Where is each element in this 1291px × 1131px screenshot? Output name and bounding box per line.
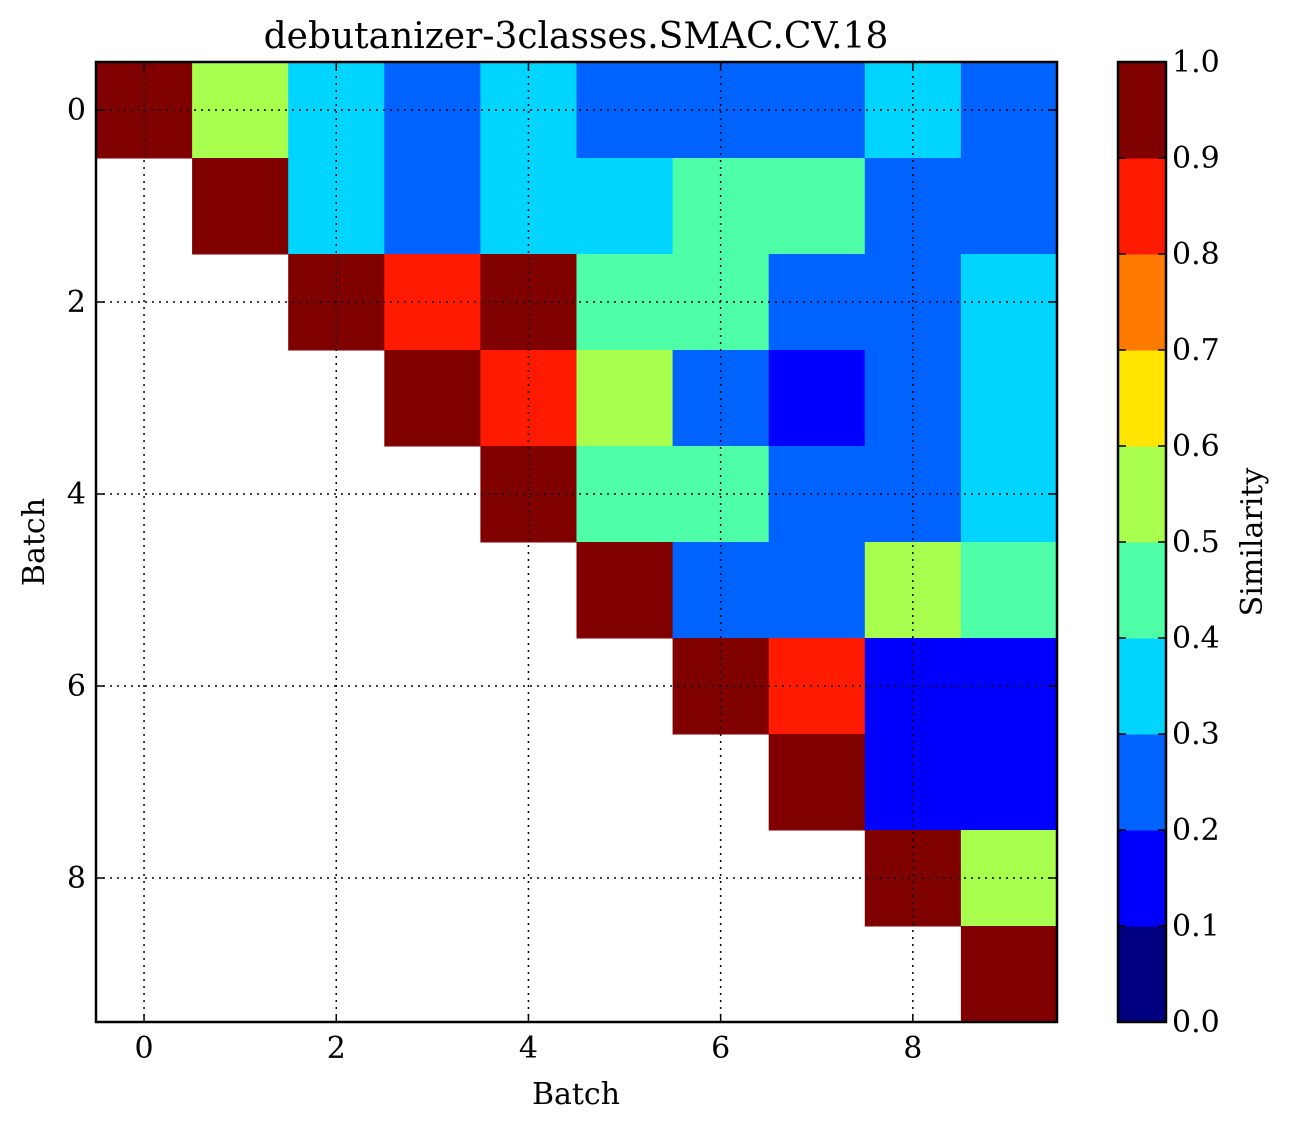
heatmap-cell-r3-c7 [768,350,866,447]
heatmap-cell-r0-c1 [192,62,289,159]
heatmap-cell-r2-c9 [960,254,1058,351]
y-tick-label-4: 4 [67,477,86,512]
colorbar-tick-label-0.1: 0.1 [1172,909,1220,944]
heatmap-cell-r0-c9 [960,62,1058,159]
colorbar-bin-6 [1118,350,1166,447]
colorbar-bin-8 [1118,158,1166,255]
colorbar-bin-9 [1118,62,1166,159]
heatmap-cell-r0-c2 [288,62,385,159]
heatmap-cell-r2-c2 [288,254,385,351]
colorbar-bin-5 [1118,446,1166,543]
x-tick-label-2: 2 [327,1031,346,1066]
x-tick-label-8: 8 [903,1031,922,1066]
colorbar-bin-2 [1118,734,1166,831]
heatmap-cell-r3-c5 [576,350,674,447]
grid-lines [96,62,1057,1022]
axis-tick-labels: 0 2 4 6 8 0 2 4 6 8 [67,93,922,1066]
heatmap-cell-r1-c3 [384,158,481,255]
heatmap-cell-r4-c4 [480,446,577,543]
heatmap-cell-r1-c5 [576,158,674,255]
heatmap-cell-r3-c3 [384,350,481,447]
colorbar-tick-label-0.6: 0.6 [1172,429,1220,464]
heatmap-cell-r0-c0 [96,62,193,159]
chart-title: debutanizer-3classes.SMAC.CV.18 [264,16,889,57]
heatmap-cell-r1-c8 [864,158,962,255]
heatmap-cell-r7-c9 [960,734,1058,831]
colorbar-bin-0 [1118,926,1166,1023]
y-tick-label-8: 8 [67,861,86,896]
heatmap-cell-r4-c5 [576,446,674,543]
heatmap-cell-r4-c9 [960,446,1058,543]
colorbar-tick-label-0.0: 0.0 [1172,1005,1220,1040]
heatmap-cell-r8-c9 [960,830,1058,927]
heatmap-cells [96,62,1058,1023]
colorbar-tick-label-0.5: 0.5 [1172,525,1220,560]
colorbar-bins [1118,62,1166,1023]
heatmap-cell-r1-c4 [480,158,577,255]
heatmap-cell-r1-c7 [768,158,866,255]
plot-frame [94,60,1059,1024]
x-axis-title: Batch [532,1077,620,1112]
colorbar-ticks: 0.0 0.1 0.2 0.3 0.4 0.5 0.6 0.7 0.8 0.9 1.0 [1118,45,1220,1040]
colorbar-tick-label-0.3: 0.3 [1172,717,1220,752]
x-tick-label-6: 6 [711,1031,730,1066]
colorbar-bin-4 [1118,542,1166,639]
heatmap-cell-r0-c5 [576,62,674,159]
heatmap-cell-r7-c8 [864,734,962,831]
heatmap-cell-r1-c1 [192,158,289,255]
x-tick-label-0: 0 [135,1031,154,1066]
heatmap-cell-r5-c7 [768,542,866,639]
y-tick-label-6: 6 [67,669,86,704]
colorbar-tick-label-1.0: 1.0 [1172,45,1220,80]
y-axis-title: Batch [17,498,52,586]
heatmap-cell-r7-c7 [768,734,866,831]
heatmap-cell-r1-c6 [672,158,770,255]
colorbar: 0.0 0.1 0.2 0.3 0.4 0.5 0.6 0.7 0.8 0.9 1.0 Simila… [1116,45,1270,1040]
colorbar-bin-3 [1118,638,1166,735]
axis-ticks [96,62,1057,1022]
colorbar-bin-7 [1118,254,1166,351]
colorbar-tick-label-0.9: 0.9 [1172,141,1220,176]
heatmap-cell-r1-c9 [960,158,1058,255]
colorbar-tick-label-0.2: 0.2 [1172,813,1220,848]
colorbar-tick-label-0.8: 0.8 [1172,237,1220,272]
colorbar-tick-label-0.7: 0.7 [1172,333,1220,368]
heatmap-cell-r6-c9 [960,638,1058,735]
heatmap-cell-r2-c5 [576,254,674,351]
heatmap-cell-r3-c9 [960,350,1058,447]
y-tick-label-2: 2 [67,285,86,320]
heatmap-cell-r5-c9 [960,542,1058,639]
colorbar-tick-label-0.4: 0.4 [1172,621,1220,656]
heatmap-cell-r5-c6 [672,542,770,639]
heatmap-cell-r5-c8 [864,542,962,639]
heatmap-cell-r8-c8 [864,830,962,927]
colorbar-frame [1116,60,1168,1024]
heatmap-cell-r4-c8 [864,446,962,543]
colorbar-title: Similarity [1235,468,1270,617]
y-tick-label-0: 0 [67,93,86,128]
heatmap-cell-r1-c2 [288,158,385,255]
heatmap-cell-r5-c5 [576,542,674,639]
heatmap-cell-r9-c9 [960,926,1058,1023]
x-tick-label-4: 4 [519,1031,538,1066]
colorbar-bin-1 [1118,830,1166,927]
